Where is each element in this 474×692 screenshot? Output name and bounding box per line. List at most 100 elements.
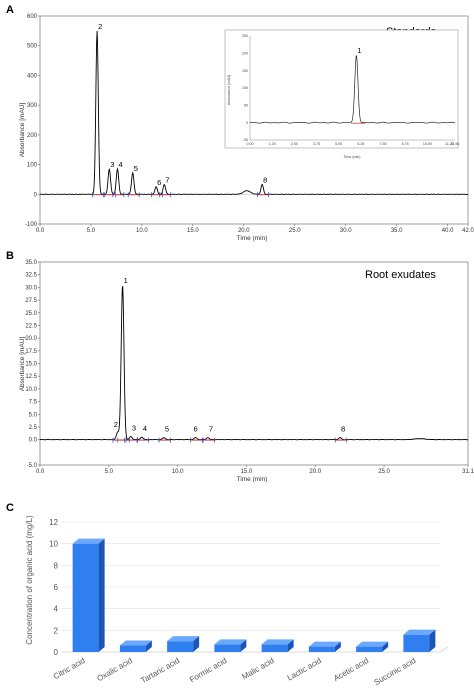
panel-b-xlabel: Time (min) — [237, 476, 268, 483]
panel-c-grid: 0 2 4 6 8 10 12 — [49, 518, 449, 657]
inset-x-tick-label: 6.25 — [357, 142, 364, 146]
bar-side — [240, 639, 247, 652]
c-y-tick-label: 2 — [54, 626, 59, 635]
y-tick-label: 27.5 — [25, 298, 37, 304]
y-tick-label: 10.0 — [25, 387, 37, 393]
bar-top — [356, 641, 389, 647]
panel-c-bars — [72, 538, 436, 652]
y-tick-label: 200 — [27, 133, 38, 139]
panel-a-inset-xlabel: Time (min) — [343, 155, 360, 159]
peak-label: 2 — [114, 420, 118, 429]
chromatogram-trace — [39, 285, 469, 441]
y-tick-label: 400 — [27, 73, 38, 79]
inset-x-tick-label: 11.25 — [445, 142, 454, 146]
panel-a-xlabel: Time (min) — [237, 235, 268, 242]
y-tick-label: 300 — [27, 103, 38, 109]
y-tick-label: 22.5 — [25, 323, 37, 329]
y-tick-label: 0.0 — [29, 438, 38, 444]
panel-b-x-axis: 0.0 5.0 10.0 15.0 20.0 25.0 31.1 — [36, 465, 474, 475]
c-y-tick-label: 4 — [54, 605, 59, 614]
c-y-tick-label: 8 — [54, 561, 59, 570]
c-category-label: Oxalic acid — [95, 656, 133, 683]
y-tick-label: -5.0 — [27, 463, 38, 469]
bar-top — [167, 636, 200, 642]
panel-c-category-labels: Citric acid Oxalic acid Tartaric acid Formi… — [52, 656, 418, 687]
chromatogram-trace — [39, 31, 469, 195]
x-tick-label: 40.0 — [442, 228, 454, 234]
y-tick-label: 12.5 — [25, 374, 37, 380]
inset-x-tick-label: 8.75 — [402, 142, 409, 146]
y-tick-label: 5.0 — [29, 412, 38, 418]
c-category-label: Tartaric acid — [139, 656, 181, 685]
panel-a-inset-axes: -50 0 50 100 150 200 250 0.00 1.25 2.50 3.75 5.00 6.… — [242, 34, 459, 146]
panel-c-ylabel: Concentration of organic acid (mg/L) — [25, 515, 34, 645]
bar — [167, 641, 194, 652]
c-category-label: Acetic acid — [332, 656, 370, 683]
peak-label: 4 — [143, 424, 147, 433]
panel-b-letter: B — [6, 250, 14, 262]
panel-a-peak-labels: 2 3 4 5 6 7 8 — [98, 22, 267, 187]
inset-x-tick-label: 10.00 — [423, 142, 432, 146]
inset-x-tick-label: 2.50 — [291, 142, 298, 146]
x-tick-label: 25.0 — [289, 228, 301, 234]
panel-a-ylabel: Absorbance [mAU] — [19, 103, 26, 158]
bar-top — [72, 538, 105, 544]
bar-side — [193, 636, 200, 652]
bar-side — [382, 641, 389, 652]
x-tick-label: 35.0 — [391, 228, 403, 234]
panel-c-letter: C — [6, 502, 14, 514]
inset-y-tick-label: 100 — [242, 86, 248, 90]
inset-y-tick-label: 200 — [242, 52, 248, 56]
inset-y-tick-label: 0 — [246, 121, 248, 125]
inset-trace — [249, 55, 456, 124]
inset-y-tick-label: -50 — [243, 138, 248, 142]
x-tick-label: 0.0 — [36, 469, 45, 475]
bar — [261, 644, 288, 652]
peak-label: 5 — [165, 425, 169, 434]
bar-top — [308, 641, 341, 647]
inset-x-tick-label: 7.50 — [380, 142, 387, 146]
bar — [214, 644, 241, 652]
y-tick-label: 100 — [27, 163, 38, 169]
panel-b-frame — [39, 261, 469, 466]
y-tick-label: 35.0 — [25, 260, 37, 266]
bar-side — [145, 640, 152, 652]
y-tick-label: 15.0 — [25, 362, 37, 368]
bar — [403, 634, 430, 652]
x-tick-label: 5.0 — [105, 469, 114, 475]
bar-side — [287, 639, 294, 652]
inset-x-tick-label: 1.25 — [269, 142, 276, 146]
bar-side — [98, 538, 105, 652]
y-tick-label: 32.5 — [25, 273, 37, 279]
panel-a-inset-chromatogram: 1 — [249, 46, 456, 124]
panel-a-inset-ylabel: Absorbance [mAU] — [227, 75, 231, 105]
x-tick-label: 15.0 — [241, 469, 253, 475]
bar-side — [334, 641, 341, 652]
x-tick-label: 10.0 — [172, 469, 184, 475]
c-category-label: Formic acid — [188, 656, 228, 684]
y-tick-label: 7.5 — [29, 400, 38, 406]
c-category-label: Lactic acid — [286, 656, 323, 683]
inset-x-tick-label: 5.00 — [335, 142, 342, 146]
bar-side — [429, 629, 436, 652]
inset-x-tick-label: 0.00 — [247, 142, 254, 146]
bar-top — [403, 629, 436, 635]
inset-y-tick-label: 250 — [242, 34, 248, 38]
panel-a-chromatogram — [39, 31, 469, 198]
peak-label: 4 — [118, 160, 122, 169]
x-tick-label: 0.0 — [36, 228, 45, 234]
c-category-label: Citric acid — [52, 656, 87, 681]
panel-b-peak-labels: 1 2 3 4 5 6 7 8 — [114, 276, 345, 434]
peak-label: 7 — [209, 425, 213, 434]
x-tick-label: 30.0 — [340, 228, 352, 234]
y-tick-label: -100 — [25, 222, 38, 228]
y-tick-label: 17.5 — [25, 349, 37, 355]
peak-label: 5 — [134, 164, 138, 173]
peak-label: 2 — [98, 22, 102, 31]
inset-x-tick-label: 11.56 — [451, 142, 460, 146]
bar — [119, 645, 146, 652]
peak-label: 6 — [157, 178, 161, 187]
bar-top — [119, 640, 152, 646]
bar — [72, 543, 99, 652]
